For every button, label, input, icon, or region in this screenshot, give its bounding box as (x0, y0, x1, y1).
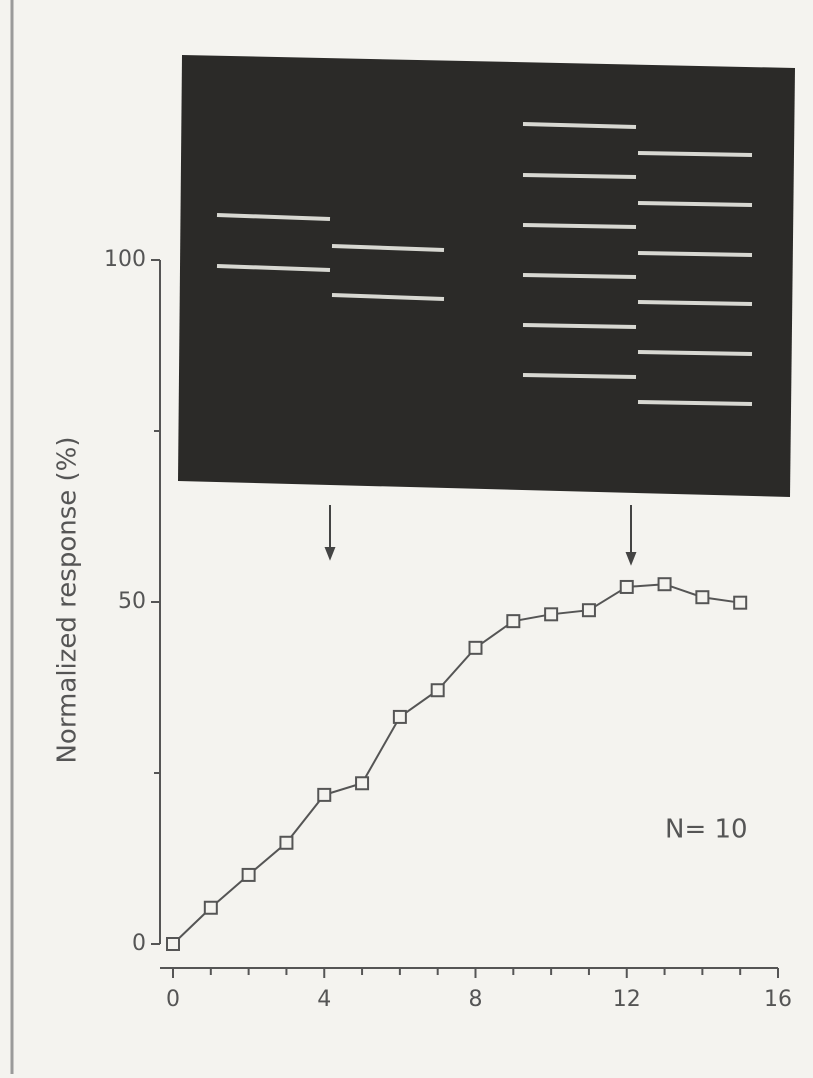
data-point (695, 590, 710, 605)
y-tick-label: 50 (118, 589, 146, 614)
annotation: N= 10 (665, 815, 748, 845)
data-point (355, 776, 370, 791)
data-point (657, 577, 672, 592)
stimulus-bar (637, 201, 753, 207)
x-tick-label: 12 (613, 987, 641, 1012)
data-point (544, 607, 559, 622)
arrows (324, 505, 637, 566)
stimulus-inset (178, 55, 795, 497)
x-tick-label: 8 (469, 987, 483, 1012)
x-tick-label: 4 (317, 987, 331, 1012)
data-point (166, 937, 180, 951)
data-point (619, 579, 634, 594)
stimulus-bar (522, 273, 637, 279)
data-point (392, 709, 407, 724)
inset-background (178, 55, 795, 497)
y-tick-label: 0 (132, 931, 146, 956)
x-tick-label: 16 (764, 987, 792, 1012)
stimulus-bars (216, 122, 753, 406)
stimulus-bar (216, 264, 331, 272)
data-point (241, 867, 256, 882)
data-point (506, 614, 521, 629)
data-point (733, 595, 748, 610)
data-line (172, 583, 741, 945)
stimulus-bar (637, 350, 753, 356)
data-point (279, 835, 294, 850)
data-point (581, 603, 596, 618)
stimulus-bar (216, 213, 331, 221)
arrow-head (324, 547, 336, 561)
stimulus-bar (522, 173, 637, 179)
data-point (468, 640, 483, 655)
stimulus-bar (331, 244, 445, 252)
y-tick-label: 100 (104, 247, 146, 272)
stimulus-bar (331, 293, 445, 301)
y-axis-label: Normalized response (%) (53, 436, 83, 763)
data-point (430, 683, 445, 698)
data-point (317, 787, 332, 802)
stimulus-bar (522, 223, 637, 229)
stimulus-bar (637, 300, 753, 306)
stimulus-bar (522, 323, 637, 329)
stimulus-bar (522, 373, 637, 379)
stimulus-bar (637, 151, 753, 157)
stimulus-bar (522, 122, 637, 129)
data-point (203, 900, 218, 915)
stimulus-bar (637, 251, 753, 257)
stimulus-bar (637, 400, 753, 406)
x-tick-label: 0 (166, 987, 180, 1012)
arrow-head (625, 552, 637, 566)
